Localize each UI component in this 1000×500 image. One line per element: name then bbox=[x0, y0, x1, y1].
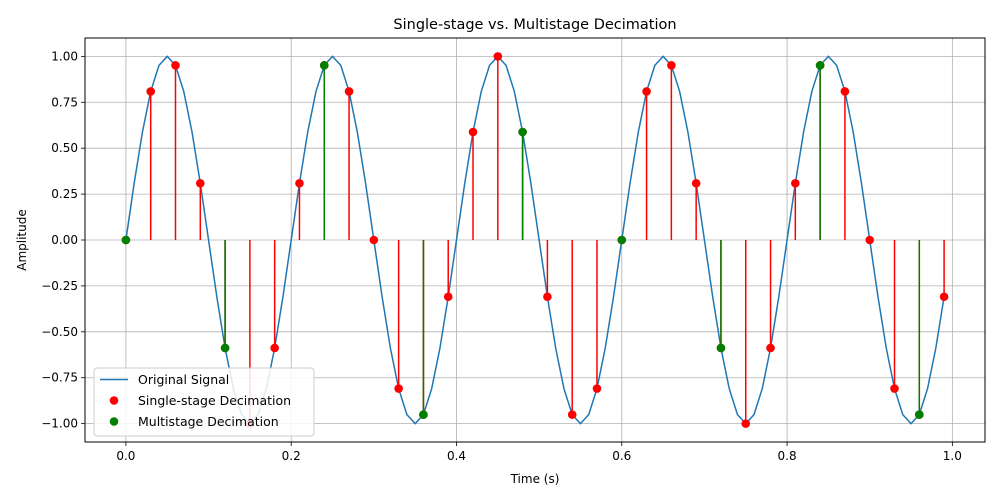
stem-marker bbox=[319, 61, 329, 70]
x-tick-label: 0.8 bbox=[778, 449, 797, 463]
x-tick-label: 0.0 bbox=[116, 449, 135, 463]
stem-marker bbox=[518, 127, 527, 137]
legend-label: Single-stage Decimation bbox=[138, 393, 291, 408]
stem-marker bbox=[295, 178, 304, 188]
stem-marker bbox=[443, 292, 453, 302]
y-tick-label: 0.25 bbox=[51, 187, 78, 201]
stem-marker bbox=[220, 343, 230, 353]
legend-label: Original Signal bbox=[138, 372, 229, 387]
y-tick-label: −0.25 bbox=[41, 279, 78, 293]
y-tick-label: −0.50 bbox=[41, 325, 78, 339]
stem-marker bbox=[865, 235, 875, 245]
stem-marker bbox=[344, 87, 354, 96]
stem-marker bbox=[691, 178, 701, 188]
legend-marker-swatch bbox=[109, 417, 119, 426]
y-tick-label: 0.75 bbox=[51, 95, 78, 109]
stem-marker bbox=[716, 343, 726, 353]
stem-marker bbox=[741, 419, 751, 428]
x-axis-label: Time (s) bbox=[510, 472, 560, 486]
stem-marker bbox=[766, 343, 775, 353]
y-axis-label: Amplitude bbox=[15, 209, 29, 271]
stem-marker bbox=[815, 61, 825, 70]
stem-marker bbox=[195, 178, 205, 188]
stem-marker bbox=[667, 61, 676, 70]
stem-marker bbox=[468, 127, 478, 137]
legend-label: Multistage Decimation bbox=[138, 414, 279, 429]
legend-box bbox=[93, 367, 315, 437]
stem-marker bbox=[146, 87, 156, 96]
stem-marker bbox=[419, 410, 428, 419]
legend: Original Signal Single-stage Decimation Mu… bbox=[93, 367, 315, 437]
x-tick-label: 0.4 bbox=[447, 449, 466, 463]
stem-marker bbox=[890, 384, 899, 393]
legend-marker-swatch bbox=[109, 396, 119, 405]
stem-marker bbox=[642, 87, 651, 96]
stem-marker bbox=[171, 61, 180, 70]
legend-entry: Single-stage Decimation bbox=[109, 393, 291, 408]
x-tick-label: 0.2 bbox=[282, 449, 301, 463]
x-tick-label: 0.6 bbox=[612, 449, 631, 463]
stem-marker bbox=[270, 343, 279, 353]
y-tick-label: 0.50 bbox=[51, 141, 78, 155]
tick-layer: 0.0 0.2 0.4 0.6 0.8 1.0 −1.00 −0.75 −0.50 −0.25 0.… bbox=[41, 49, 962, 463]
stem-marker bbox=[567, 410, 577, 419]
stem-marker bbox=[369, 235, 379, 245]
stem-marker bbox=[121, 235, 131, 245]
stem-marker bbox=[939, 292, 949, 302]
chart-title: Single-stage vs. Multistage Decimation bbox=[393, 17, 676, 33]
series-2 bbox=[121, 61, 924, 419]
legend-entry: Original Signal bbox=[100, 372, 229, 387]
stem-marker bbox=[543, 292, 552, 302]
stem-marker bbox=[493, 52, 503, 61]
stem-marker bbox=[592, 384, 602, 393]
y-tick-label: 0.00 bbox=[51, 233, 78, 247]
stem-marker bbox=[840, 87, 850, 96]
stem-marker bbox=[914, 410, 924, 419]
stem-marker bbox=[791, 178, 800, 188]
x-tick-label: 1.0 bbox=[943, 449, 962, 463]
stem-marker bbox=[394, 384, 403, 393]
legend-entry: Multistage Decimation bbox=[109, 414, 279, 429]
stem-marker bbox=[617, 235, 627, 245]
y-tick-label: −1.00 bbox=[41, 417, 78, 431]
y-tick-label: −0.75 bbox=[41, 371, 78, 385]
y-tick-label: 1.00 bbox=[51, 49, 78, 63]
